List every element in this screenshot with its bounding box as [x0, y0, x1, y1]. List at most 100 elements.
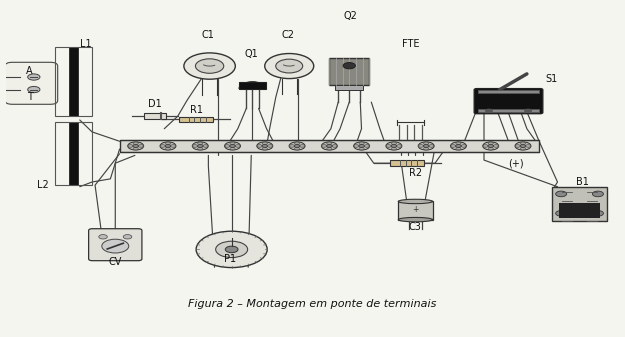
Circle shape	[224, 142, 241, 150]
FancyBboxPatch shape	[89, 229, 142, 261]
Bar	[478, 109, 539, 113]
Circle shape	[166, 142, 171, 145]
Circle shape	[257, 142, 272, 150]
Circle shape	[171, 145, 176, 147]
Circle shape	[294, 147, 299, 150]
Circle shape	[451, 142, 466, 150]
Circle shape	[423, 145, 429, 147]
Circle shape	[123, 235, 132, 239]
Text: Q1: Q1	[244, 49, 258, 59]
Circle shape	[488, 142, 493, 145]
Bar	[478, 90, 539, 93]
Bar	[179, 117, 212, 122]
Circle shape	[482, 142, 499, 150]
Circle shape	[354, 142, 369, 150]
Bar	[239, 82, 266, 89]
Circle shape	[225, 246, 238, 253]
FancyBboxPatch shape	[474, 89, 542, 114]
Circle shape	[198, 142, 202, 145]
Circle shape	[524, 109, 532, 113]
Bar	[69, 122, 78, 185]
Circle shape	[359, 145, 364, 147]
Circle shape	[276, 59, 302, 73]
Circle shape	[592, 211, 604, 216]
Circle shape	[216, 241, 248, 257]
Circle shape	[198, 145, 203, 147]
Circle shape	[456, 147, 461, 150]
Bar	[390, 160, 424, 166]
Text: C1: C1	[202, 30, 215, 40]
Ellipse shape	[398, 217, 432, 222]
Circle shape	[102, 239, 129, 253]
Circle shape	[391, 147, 396, 150]
Circle shape	[332, 145, 337, 147]
Circle shape	[386, 142, 402, 150]
Circle shape	[488, 147, 493, 150]
Circle shape	[128, 145, 133, 147]
Circle shape	[203, 145, 208, 147]
Circle shape	[192, 145, 198, 147]
Circle shape	[300, 145, 305, 147]
Circle shape	[262, 145, 268, 147]
Text: C2: C2	[281, 30, 294, 40]
Bar	[55, 122, 92, 185]
Text: Q2: Q2	[344, 11, 357, 21]
Text: R2: R2	[409, 167, 422, 178]
Circle shape	[127, 142, 144, 150]
Circle shape	[262, 147, 268, 150]
Bar	[55, 47, 92, 116]
FancyBboxPatch shape	[5, 62, 57, 104]
Circle shape	[198, 147, 202, 150]
Text: T: T	[27, 92, 32, 102]
Circle shape	[289, 145, 294, 147]
Circle shape	[192, 142, 208, 150]
Circle shape	[326, 145, 332, 147]
Circle shape	[391, 145, 397, 147]
Circle shape	[166, 147, 171, 150]
Bar	[144, 113, 166, 119]
Circle shape	[451, 145, 456, 147]
Circle shape	[386, 145, 391, 147]
Circle shape	[196, 59, 224, 73]
Circle shape	[456, 145, 461, 147]
Circle shape	[424, 147, 429, 150]
Circle shape	[418, 142, 434, 150]
Circle shape	[343, 63, 356, 69]
Circle shape	[354, 145, 359, 147]
Circle shape	[230, 147, 235, 150]
Circle shape	[294, 142, 299, 145]
Text: P1: P1	[224, 254, 236, 264]
Circle shape	[521, 147, 526, 150]
Circle shape	[556, 191, 567, 197]
Circle shape	[160, 142, 176, 150]
Circle shape	[138, 145, 143, 147]
Text: A: A	[26, 66, 33, 76]
Circle shape	[515, 145, 521, 147]
Circle shape	[488, 145, 494, 147]
Text: FTE: FTE	[402, 39, 419, 49]
Text: C3: C3	[409, 222, 422, 233]
Text: L1: L1	[80, 39, 92, 49]
Circle shape	[133, 147, 138, 150]
Text: R1: R1	[189, 105, 202, 115]
Bar	[329, 58, 369, 85]
Circle shape	[225, 145, 230, 147]
Circle shape	[28, 86, 40, 93]
Text: Figura 2 – Montagem em ponte de terminais: Figura 2 – Montagem em ponte de terminai…	[188, 299, 437, 309]
Bar	[552, 187, 607, 221]
Circle shape	[184, 53, 236, 79]
Text: +: +	[412, 205, 419, 214]
Circle shape	[521, 142, 526, 145]
Bar	[559, 203, 600, 218]
Circle shape	[28, 74, 40, 80]
Circle shape	[424, 142, 429, 145]
Circle shape	[265, 54, 314, 79]
Circle shape	[515, 142, 531, 150]
Bar	[69, 47, 78, 116]
Text: CV: CV	[109, 257, 122, 267]
Bar	[336, 85, 363, 90]
Circle shape	[165, 145, 171, 147]
Circle shape	[327, 147, 332, 150]
Circle shape	[364, 145, 369, 147]
Circle shape	[419, 145, 424, 147]
